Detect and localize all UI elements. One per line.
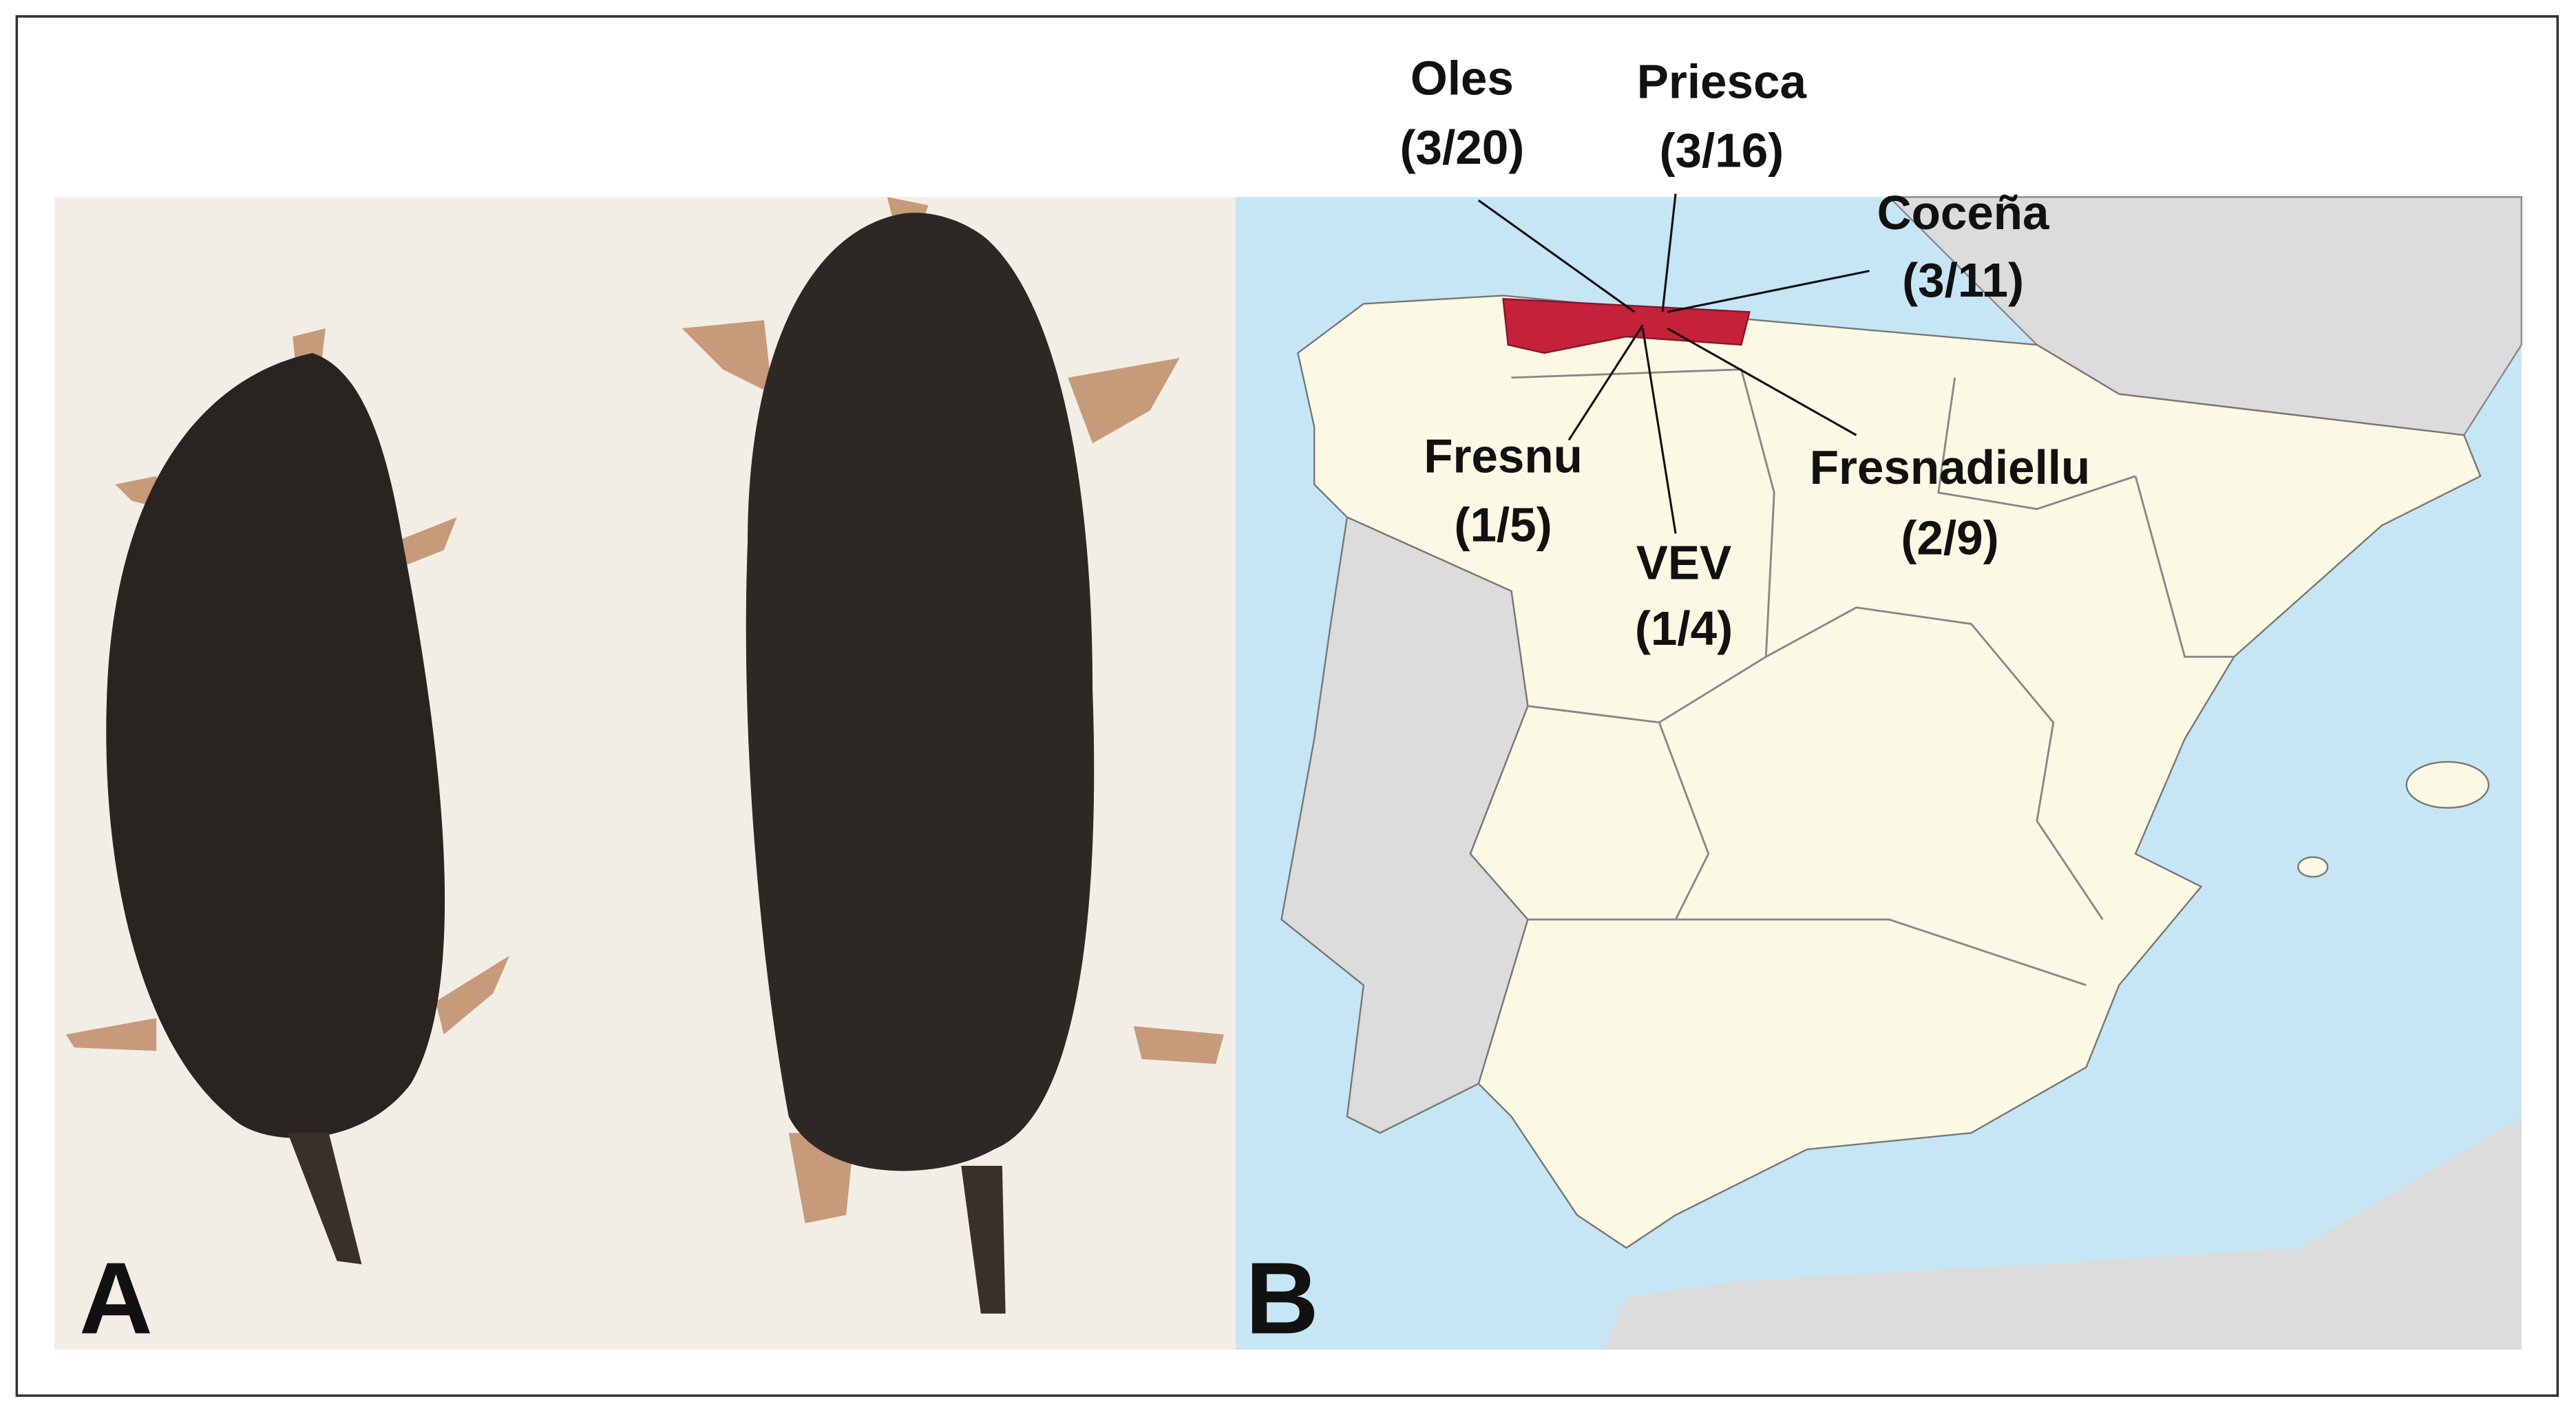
mole-large-tail bbox=[961, 1165, 1006, 1314]
site-name: Fresnadiellu bbox=[1810, 440, 2091, 494]
site-count: (3/16) bbox=[1659, 124, 1784, 178]
mole-limbs bbox=[65, 197, 1224, 1224]
africa bbox=[1601, 1116, 2522, 1350]
site-count: (1/4) bbox=[1635, 601, 1733, 655]
site-name: Fresnu bbox=[1424, 429, 1583, 482]
region-borders bbox=[1511, 368, 2235, 986]
site-name: Priesca bbox=[1637, 54, 1807, 108]
site-name: Coceña bbox=[1877, 186, 2049, 239]
site-count: (2/9) bbox=[1901, 511, 1998, 565]
mole-small-tail bbox=[288, 1133, 362, 1265]
panel-b-map: Oles (3/20) Priesca (3/16) Coceña (3/11)… bbox=[1235, 52, 2522, 1355]
panel-label: A bbox=[79, 1242, 153, 1355]
mole-small bbox=[106, 352, 445, 1138]
site-leaders bbox=[1477, 193, 1870, 534]
site-name: Oles bbox=[1411, 52, 1514, 105]
site-count: (3/20) bbox=[1400, 120, 1525, 174]
panel-label: B bbox=[1245, 1242, 1319, 1355]
balearic-island bbox=[2297, 856, 2329, 878]
site-name: VEV bbox=[1636, 535, 1731, 589]
mole-large bbox=[746, 213, 1095, 1171]
balearic-island bbox=[2405, 760, 2490, 809]
panel-a-photo: A bbox=[54, 197, 1236, 1355]
site-count: (3/11) bbox=[1902, 253, 2024, 307]
portugal bbox=[1280, 515, 1529, 1134]
site-count: (1/5) bbox=[1454, 498, 1552, 552]
